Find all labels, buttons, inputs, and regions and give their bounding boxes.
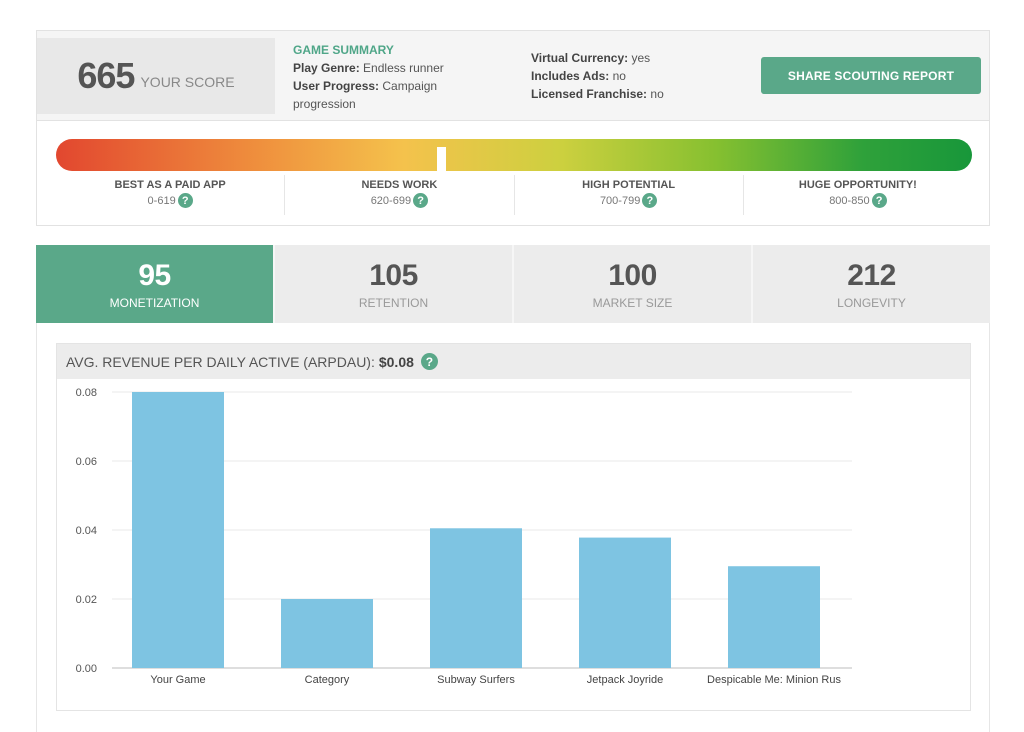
range-title: HUGE OPPORTUNITY! [798, 179, 917, 191]
range-sub: 0-619 ? [56, 193, 284, 208]
bar[interactable] [132, 392, 224, 668]
play-genre-key: Play Genre: [293, 61, 360, 75]
tab-monetization[interactable]: 95 MONETIZATION [36, 245, 275, 323]
y-tick-label: 0.02 [76, 594, 97, 606]
chart-header: AVG. REVENUE PER DAILY ACTIVE (ARPDAU): … [57, 344, 970, 379]
user-progress-value: Campaign progression [293, 79, 438, 111]
game-summary-title: GAME SUMMARY [293, 43, 394, 57]
range-values: 700-799 [599, 194, 641, 207]
range-title: HIGH POTENTIAL [582, 179, 676, 191]
chart-section: AVG. REVENUE PER DAILY ACTIVE (ARPDAU): … [36, 323, 990, 732]
help-icon[interactable]: ? [871, 193, 887, 208]
bar[interactable] [728, 566, 820, 668]
score-box: 665 YOUR SCORE [37, 38, 275, 114]
virtual-currency-row: Virtual Currency: yes [531, 49, 731, 67]
metric-value: 95 [138, 258, 171, 292]
metric-label: LONGEVITY [837, 295, 906, 310]
range-title: NEEDS WORK [361, 179, 438, 191]
share-scouting-report-button[interactable]: SHARE SCOUTING REPORT [761, 57, 981, 94]
tab-retention[interactable]: 105 RETENTION [275, 245, 514, 323]
x-category-label: Subway Surfers [437, 674, 515, 686]
includes-ads-row: Includes Ads: no [531, 67, 731, 85]
metric-value: 212 [847, 258, 896, 292]
metric-label: RETENTION [358, 295, 429, 310]
arpdau-bar-chart: 0.00 0.02 0.04 0.06 0.08 Your Game Category Sub… [76, 387, 852, 686]
range-sub: 700-799 ? [515, 193, 743, 208]
range-sub: 800-850 ? [744, 193, 972, 208]
licensed-franchise-row: Licensed Franchise: no [531, 85, 731, 103]
metric-label: MARKET SIZE [592, 295, 673, 310]
score-label: YOUR SCORE [140, 74, 235, 90]
y-tick-label: 0.04 [76, 525, 97, 537]
help-icon[interactable]: ? [413, 193, 429, 208]
range-paid-app: BEST AS A PAID APP 0-619 ? [56, 175, 286, 215]
x-category-label: Jetpack Joyride [587, 674, 663, 686]
virtual-currency-value: yes [631, 51, 651, 65]
summary-header: 665 YOUR SCORE GAME SUMMARY Play Genre: … [37, 31, 989, 121]
help-icon[interactable]: ? [177, 193, 193, 208]
metric-value: 105 [369, 258, 418, 292]
score-value: 665 [77, 55, 135, 96]
tab-longevity[interactable]: 212 LONGEVITY [753, 245, 990, 323]
bar[interactable] [430, 528, 522, 668]
range-values: 800-850 [829, 194, 870, 207]
bar[interactable] [281, 599, 373, 668]
range-values: 620-699 [370, 194, 412, 207]
includes-ads-value: no [612, 69, 626, 83]
game-attributes: Virtual Currency: yes Includes Ads: no L… [531, 49, 731, 103]
play-genre-row: Play Genre: Endless runner [293, 59, 483, 77]
licensed-franchise-key: Licensed Franchise: [531, 87, 648, 101]
x-category-label: Despicable Me: Minion Rus [707, 674, 841, 686]
y-tick-label: 0.08 [76, 387, 97, 399]
range-high-potential: HIGH POTENTIAL 700-799 ? [515, 175, 744, 215]
arpdau-chart-panel: AVG. REVENUE PER DAILY ACTIVE (ARPDAU): … [56, 343, 971, 711]
help-icon[interactable]: ? [420, 353, 438, 370]
x-category-label: Category [305, 674, 350, 686]
range-needs-work: NEEDS WORK 620-699 ? [285, 175, 515, 215]
chart-header-label: AVG. REVENUE PER DAILY ACTIVE (ARPDAU): [66, 353, 375, 370]
score-marker [436, 147, 446, 171]
licensed-franchise-value: no [650, 87, 664, 101]
virtual-currency-key: Virtual Currency: [531, 51, 629, 65]
metric-label: MONETIZATION [109, 295, 200, 310]
user-progress-key: User Progress: [293, 79, 380, 93]
x-category-label: Your Game [150, 674, 205, 686]
play-genre-value: Endless runner [363, 61, 444, 75]
metric-tabs: 95 MONETIZATION 105 RETENTION 100 MARKET… [36, 245, 990, 323]
help-icon[interactable]: ? [642, 193, 658, 208]
bar[interactable] [579, 537, 671, 668]
tab-market-size[interactable]: 100 MARKET SIZE [514, 245, 753, 323]
y-tick-label: 0.06 [76, 456, 97, 468]
range-huge-opportunity: HUGE OPPORTUNITY! 800-850 ? [744, 175, 972, 215]
chart-header-value: $0.08 [378, 353, 414, 370]
range-title: BEST AS A PAID APP [114, 179, 226, 191]
includes-ads-key: Includes Ads: [531, 69, 610, 83]
range-values: 0-619 [147, 194, 176, 207]
game-summary: GAME SUMMARY Play Genre: Endless runner … [293, 41, 483, 113]
metric-value: 100 [608, 258, 657, 292]
user-progress-row: User Progress: Campaign progression [293, 77, 483, 113]
range-sub: 620-699 ? [285, 193, 513, 208]
summary-panel: 665 YOUR SCORE GAME SUMMARY Play Genre: … [36, 30, 990, 226]
score-gradient-bar [56, 139, 972, 171]
score-ranges: BEST AS A PAID APP 0-619 ? NEEDS WORK 62… [56, 175, 972, 215]
y-tick-label: 0.00 [76, 663, 97, 675]
